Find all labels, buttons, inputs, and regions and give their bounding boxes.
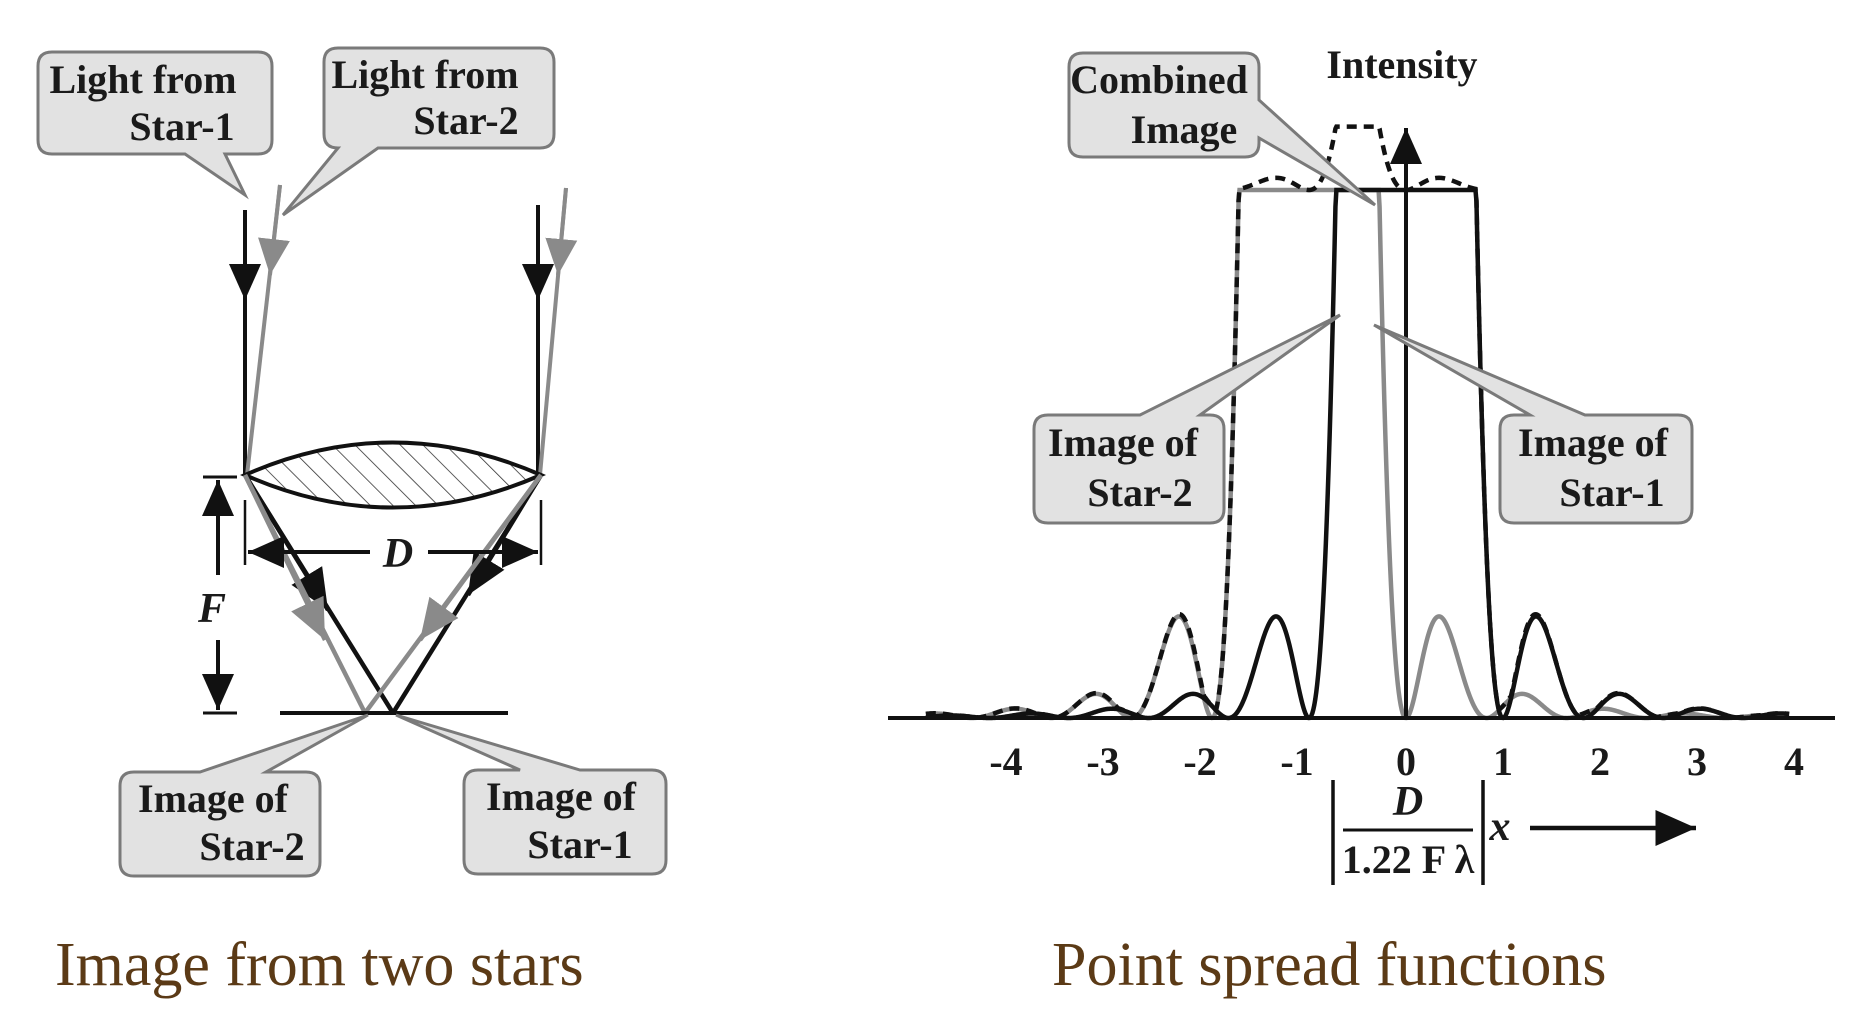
svg-text:Image of Star-2: Image of Star-2 — [1048, 420, 1208, 515]
x-tick-label: 1 — [1493, 739, 1513, 784]
star2-ray-left-arrow — [258, 184, 290, 276]
svg-text:Image of Star-2: Image of Star-2 — [138, 776, 305, 869]
svg-text:Combined Image: Combined Image — [1070, 57, 1258, 152]
callout-light-star1: Light from Star-1 — [36, 50, 274, 200]
callout-line: Image of — [1048, 420, 1199, 465]
x-tick-label: 3 — [1687, 739, 1707, 784]
x-label-denominator: 1.22 F λ — [1342, 837, 1475, 882]
x-tick-label: 0 — [1396, 739, 1416, 784]
callout-bubble — [36, 50, 274, 200]
y-axis-label: Intensity — [1326, 42, 1477, 87]
x-tick-label: -1 — [1280, 739, 1313, 784]
caption-psf: Point spread functions — [1052, 931, 1607, 999]
combined-image-curve — [925, 124, 1790, 720]
callout-image-star1-right: Image of Star-1 — [1373, 323, 1694, 525]
lens — [240, 440, 547, 510]
callout-line: Star-1 — [527, 822, 632, 867]
svg-text:Image of Star-1: Image of Star-1 — [1518, 420, 1678, 515]
callout-line: Star-1 — [129, 104, 234, 149]
callout-line: Star-2 — [413, 98, 518, 143]
callout-light-star2: Light from Star-2 — [281, 46, 556, 217]
x-ticks: -4 -3 -2 -1 0 1 2 3 4 — [989, 739, 1804, 784]
callout-bubble — [1067, 51, 1377, 207]
svg-text:Light from Star-2: Light from Star-2 — [331, 52, 528, 143]
star2-refracted-right-arrow — [418, 473, 543, 642]
x-tick-label: 2 — [1590, 739, 1610, 784]
callout-line: Light from — [49, 57, 236, 102]
callout-combined-image: Combined Image — [1067, 51, 1377, 207]
focal-length-label: F — [197, 586, 226, 632]
callout-line: Image of — [138, 776, 289, 821]
callout-image-star2-right: Image of Star-2 — [1032, 313, 1341, 525]
callout-bubble — [281, 46, 556, 217]
callout-bubble — [118, 713, 369, 878]
callout-line: Combined — [1070, 57, 1248, 102]
callout-bubble — [1373, 323, 1694, 525]
callout-line: Image of — [486, 774, 637, 819]
star2-refracted-left-arrow — [242, 474, 328, 641]
x-label-numerator: D — [1392, 779, 1423, 825]
callout-line: Star-2 — [1087, 470, 1192, 515]
x-axis-label: D 1.22 F λ x — [1331, 779, 1696, 885]
callout-line: Image — [1131, 107, 1238, 152]
callout-bubble — [1032, 313, 1341, 525]
svg-text:Light from Star-1: Light from Star-1 — [49, 57, 246, 149]
callout-line: Star-2 — [199, 824, 304, 869]
x-tick-label: -4 — [989, 739, 1022, 784]
x-tick-label: -2 — [1183, 739, 1216, 784]
psf-chart: Intensity -4 -3 -2 -1 0 1 2 3 4 D 1.22 F λ x Com… — [888, 42, 1835, 999]
star2-ray-right-arrow — [545, 187, 578, 276]
callout-image-star2-left: Image of Star-2 — [118, 713, 369, 878]
callout-line: Image of — [1518, 420, 1669, 465]
callout-bubble — [395, 713, 668, 876]
caption-lens: Image from two stars — [55, 931, 584, 999]
x-tick-label: 4 — [1784, 739, 1804, 784]
callout-line: Light from — [331, 52, 518, 97]
svg-text:Image of Star-1: Image of Star-1 — [486, 774, 646, 867]
x-label-variable: x — [1489, 804, 1511, 850]
callout-image-star1-left: Image of Star-1 — [395, 713, 668, 876]
callout-line: Star-1 — [1559, 470, 1664, 515]
x-tick-label: -3 — [1086, 739, 1119, 784]
lens-diagram: D F Light from Star-1 Light from Star-2 — [36, 46, 668, 999]
diameter-label: D — [382, 531, 413, 577]
